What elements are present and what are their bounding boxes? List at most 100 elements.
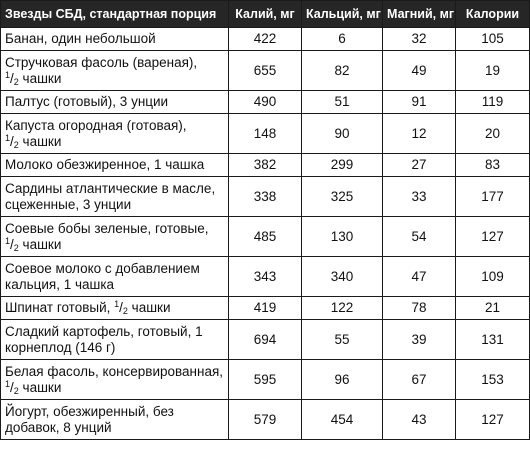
magnesium-value: 49 [382, 50, 456, 91]
calcium-value: 340 [301, 256, 383, 297]
fraction: 1/2 [5, 132, 19, 150]
calcium-value: 96 [301, 359, 383, 400]
calcium-value: 130 [301, 216, 383, 257]
calories-value: 131 [455, 319, 530, 360]
magnesium-value: 32 [382, 27, 456, 51]
magnesium-value: 12 [382, 113, 456, 154]
food-name-text: Капуста огородная (готовая), [5, 117, 187, 133]
fraction-denominator: 2 [13, 242, 19, 253]
nutrition-table: Звезды СБД, стандартная порция Калий, мг… [0, 0, 530, 440]
table-row: Белая фасоль, консервированная, 1/2 чашки… [0, 359, 530, 400]
food-name: Йогурт, обезжиренный, без добавок, 8 унц… [0, 399, 229, 440]
fraction-numerator: 1 [5, 132, 11, 143]
calories-value: 177 [455, 176, 530, 217]
table-row: Молоко обезжиренное, 1 чашка 382 299 27 … [0, 153, 530, 177]
calories-value: 127 [455, 399, 530, 440]
food-name-text: Сладкий картофель, готовый, 1 корнеплод … [5, 323, 203, 355]
calcium-value: 82 [301, 50, 383, 91]
header-potassium: Калий, мг [228, 0, 302, 28]
table-row: Палтус (готовый), 3 унции 490 51 91 119 [0, 90, 530, 114]
fraction-denominator: 2 [13, 76, 19, 87]
food-name: Белая фасоль, консервированная, 1/2 чашки [0, 359, 229, 400]
header-food: Звезды СБД, стандартная порция [0, 0, 229, 28]
table-row: Соевые бобы зеленые, готовые, 1/2 чашки 4… [0, 216, 530, 257]
magnesium-value: 27 [382, 153, 456, 177]
magnesium-value: 43 [382, 399, 456, 440]
table-row: Капуста огородная (готовая), 1/2 чашки 14… [0, 113, 530, 154]
food-name-tail: чашки [18, 133, 62, 149]
calcium-value: 6 [301, 27, 383, 51]
food-name: Шпинат готовый, 1/2 чашки [0, 296, 229, 320]
header-magnesium: Магний, мг [382, 0, 456, 28]
fraction-numerator: 1 [5, 378, 11, 389]
potassium-value: 595 [228, 359, 302, 400]
food-name-text: Сардины атлантические в масле, сцеженные… [5, 180, 216, 212]
calories-value: 127 [455, 216, 530, 257]
potassium-value: 338 [228, 176, 302, 217]
potassium-value: 343 [228, 256, 302, 297]
food-name-text: Соевые бобы зеленые, готовые, [5, 220, 209, 236]
fraction-denominator: 2 [13, 139, 19, 150]
header-calcium: Кальций, мг [301, 0, 383, 28]
fraction-denominator: 2 [13, 385, 19, 396]
header-row: Звезды СБД, стандартная порция Калий, мг… [0, 0, 530, 28]
fraction-numerator: 1 [5, 235, 11, 246]
food-name: Палтус (готовый), 3 унции [0, 90, 229, 114]
food-name: Соевые бобы зеленые, готовые, 1/2 чашки [0, 216, 229, 257]
magnesium-value: 91 [382, 90, 456, 114]
table-row: Шпинат готовый, 1/2 чашки 419 122 78 21 [0, 296, 530, 320]
fraction-numerator: 1 [5, 69, 11, 80]
calories-value: 119 [455, 90, 530, 114]
food-name: Банан, один небольшой [0, 27, 229, 51]
magnesium-value: 39 [382, 319, 456, 360]
food-name-text: Белая фасоль, консервированная, [5, 363, 224, 379]
table-row: Сардины атлантические в масле, сцеженные… [0, 176, 530, 217]
magnesium-value: 54 [382, 216, 456, 257]
food-name: Молоко обезжиренное, 1 чашка [0, 153, 229, 177]
food-name-text: Банан, один небольшой [5, 31, 156, 46]
potassium-value: 694 [228, 319, 302, 360]
food-name-text: Палтус (готовый), 3 унции [5, 94, 169, 109]
food-name: Соевое молоко с добавлением кальция, 1 ч… [0, 256, 229, 297]
potassium-value: 382 [228, 153, 302, 177]
food-name-tail: чашки [18, 379, 62, 395]
calcium-value: 51 [301, 90, 383, 114]
food-name-tail: чашки [18, 236, 62, 252]
potassium-value: 655 [228, 50, 302, 91]
magnesium-value: 47 [382, 256, 456, 297]
food-name-text: Шпинат готовый, [5, 300, 115, 315]
calories-value: 153 [455, 359, 530, 400]
potassium-value: 485 [228, 216, 302, 257]
fraction: 1/2 [5, 235, 19, 253]
calories-value: 20 [455, 113, 530, 154]
calcium-value: 90 [301, 113, 383, 154]
header-calories: Калории [455, 0, 530, 28]
table-row: Йогурт, обезжиренный, без добавок, 8 унц… [0, 399, 530, 440]
food-name-text: Стручковая фасоль (вареная), [5, 54, 198, 70]
magnesium-value: 33 [382, 176, 456, 217]
calories-value: 109 [455, 256, 530, 297]
magnesium-value: 78 [382, 296, 456, 320]
calcium-value: 122 [301, 296, 383, 320]
food-name: Сардины атлантические в масле, сцеженные… [0, 176, 229, 217]
fraction: 1/2 [114, 299, 128, 316]
fraction: 1/2 [5, 69, 19, 87]
food-name-text: Молоко обезжиренное, 1 чашка [5, 157, 205, 172]
food-name-tail: чашки [127, 300, 171, 315]
fraction-numerator: 1 [114, 299, 120, 309]
potassium-value: 579 [228, 399, 302, 440]
food-name: Капуста огородная (готовая), 1/2 чашки [0, 113, 229, 154]
food-name-text: Соевое молоко с добавлением кальция, 1 ч… [5, 260, 200, 292]
potassium-value: 422 [228, 27, 302, 51]
calcium-value: 55 [301, 319, 383, 360]
calories-value: 83 [455, 153, 530, 177]
magnesium-value: 67 [382, 359, 456, 400]
table-row: Соевое молоко с добавлением кальция, 1 ч… [0, 256, 530, 297]
fraction: 1/2 [5, 378, 19, 396]
calories-value: 21 [455, 296, 530, 320]
calcium-value: 325 [301, 176, 383, 217]
potassium-value: 148 [228, 113, 302, 154]
food-name-tail: чашки [18, 70, 62, 86]
food-name: Стручковая фасоль (вареная), 1/2 чашки [0, 50, 229, 91]
calcium-value: 299 [301, 153, 383, 177]
